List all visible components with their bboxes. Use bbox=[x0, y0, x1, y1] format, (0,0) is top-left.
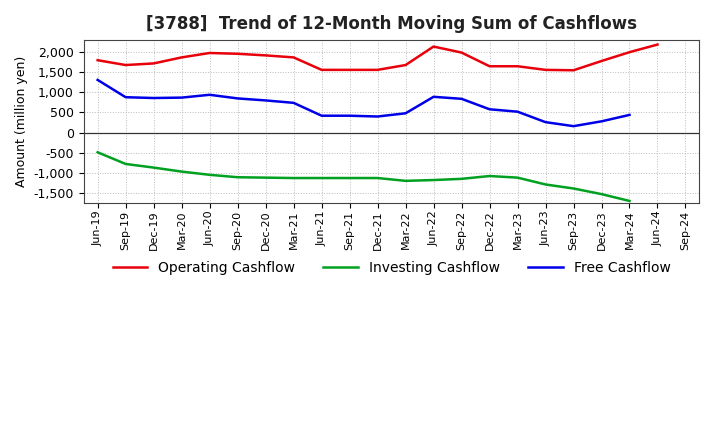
Free Cashflow bbox=[401, 110, 410, 116]
Operating Cashflow bbox=[94, 58, 102, 63]
Investing Cashflow bbox=[457, 176, 466, 181]
Investing Cashflow bbox=[233, 175, 242, 180]
Investing Cashflow bbox=[94, 150, 102, 155]
Investing Cashflow bbox=[346, 176, 354, 181]
Operating Cashflow bbox=[597, 59, 606, 64]
Operating Cashflow bbox=[177, 55, 186, 60]
Free Cashflow bbox=[233, 96, 242, 101]
Operating Cashflow bbox=[457, 50, 466, 55]
Operating Cashflow bbox=[625, 50, 634, 55]
Free Cashflow bbox=[513, 109, 522, 114]
Free Cashflow bbox=[457, 96, 466, 102]
Investing Cashflow bbox=[513, 175, 522, 180]
Operating Cashflow bbox=[289, 55, 298, 60]
Operating Cashflow bbox=[205, 50, 214, 55]
Investing Cashflow bbox=[205, 172, 214, 177]
Investing Cashflow bbox=[122, 161, 130, 167]
Free Cashflow bbox=[346, 113, 354, 118]
Investing Cashflow bbox=[597, 191, 606, 197]
Operating Cashflow bbox=[373, 67, 382, 73]
Operating Cashflow bbox=[485, 64, 494, 69]
Investing Cashflow bbox=[289, 176, 298, 181]
Investing Cashflow bbox=[149, 165, 158, 170]
Investing Cashflow bbox=[570, 186, 578, 191]
Free Cashflow bbox=[149, 95, 158, 101]
Free Cashflow bbox=[625, 112, 634, 117]
Operating Cashflow bbox=[261, 53, 270, 58]
Operating Cashflow bbox=[513, 64, 522, 69]
Operating Cashflow bbox=[570, 68, 578, 73]
Investing Cashflow bbox=[429, 177, 438, 183]
Y-axis label: Amount (million yen): Amount (million yen) bbox=[15, 56, 28, 187]
Investing Cashflow bbox=[261, 175, 270, 180]
Investing Cashflow bbox=[625, 198, 634, 204]
Free Cashflow bbox=[429, 94, 438, 99]
Free Cashflow bbox=[122, 95, 130, 100]
Investing Cashflow bbox=[177, 169, 186, 174]
Operating Cashflow bbox=[401, 62, 410, 68]
Free Cashflow bbox=[261, 98, 270, 103]
Operating Cashflow bbox=[318, 67, 326, 73]
Operating Cashflow bbox=[122, 62, 130, 68]
Free Cashflow bbox=[205, 92, 214, 97]
Operating Cashflow bbox=[429, 44, 438, 49]
Line: Free Cashflow: Free Cashflow bbox=[98, 80, 629, 126]
Operating Cashflow bbox=[541, 67, 550, 73]
Operating Cashflow bbox=[346, 67, 354, 73]
Free Cashflow bbox=[373, 114, 382, 119]
Investing Cashflow bbox=[318, 176, 326, 181]
Free Cashflow bbox=[177, 95, 186, 100]
Line: Investing Cashflow: Investing Cashflow bbox=[98, 152, 629, 201]
Free Cashflow bbox=[289, 100, 298, 106]
Free Cashflow bbox=[318, 113, 326, 118]
Title: [3788]  Trend of 12-Month Moving Sum of Cashflows: [3788] Trend of 12-Month Moving Sum of C… bbox=[146, 15, 637, 33]
Legend: Operating Cashflow, Investing Cashflow, Free Cashflow: Operating Cashflow, Investing Cashflow, … bbox=[107, 256, 676, 281]
Free Cashflow bbox=[541, 120, 550, 125]
Free Cashflow bbox=[597, 119, 606, 124]
Free Cashflow bbox=[94, 77, 102, 83]
Line: Operating Cashflow: Operating Cashflow bbox=[98, 44, 657, 70]
Operating Cashflow bbox=[233, 51, 242, 56]
Free Cashflow bbox=[570, 124, 578, 129]
Investing Cashflow bbox=[373, 176, 382, 181]
Operating Cashflow bbox=[149, 61, 158, 66]
Investing Cashflow bbox=[485, 173, 494, 179]
Investing Cashflow bbox=[401, 178, 410, 183]
Free Cashflow bbox=[485, 106, 494, 112]
Operating Cashflow bbox=[653, 42, 662, 47]
Investing Cashflow bbox=[541, 182, 550, 187]
